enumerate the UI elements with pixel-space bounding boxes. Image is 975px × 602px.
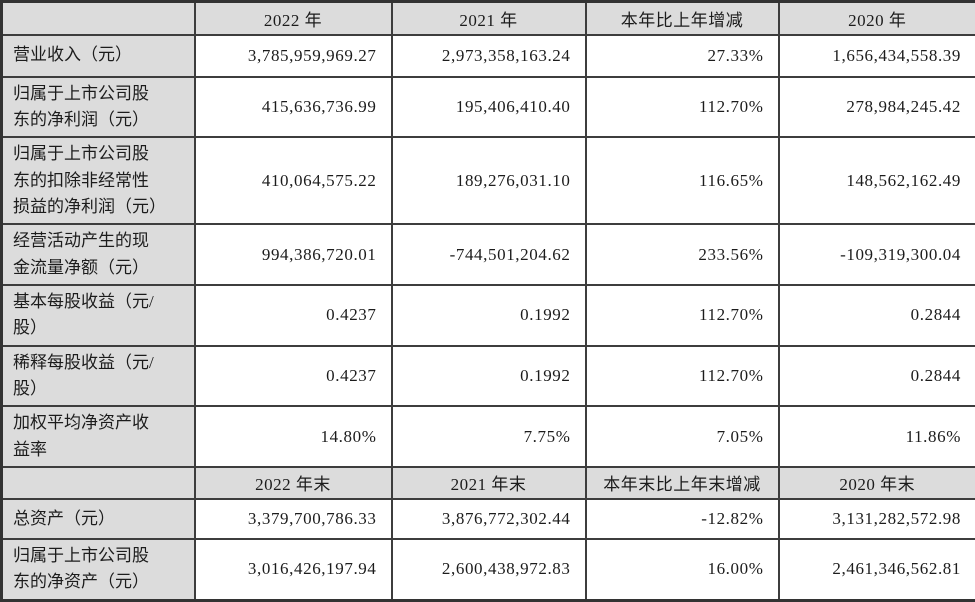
cell-value: 0.4237	[195, 346, 392, 407]
cell-value: 14.80%	[195, 406, 392, 467]
cell-value: 2,461,346,562.81	[779, 539, 975, 600]
cell-value: 112.70%	[586, 77, 779, 138]
cell-value: 415,636,736.99	[195, 77, 392, 138]
cell-value: 278,984,245.42	[779, 77, 975, 138]
cell-value: -109,319,300.04	[779, 224, 975, 285]
cell-value: 16.00%	[586, 539, 779, 600]
row-label: 归属于上市公司股东的扣除非经常性损益的净利润（元）	[2, 137, 195, 224]
cell-value: 3,876,772,302.44	[392, 499, 586, 539]
cell-value: 0.1992	[392, 346, 586, 407]
row-label: 经营活动产生的现金流量净额（元）	[2, 224, 195, 285]
row-label: 稀释每股收益（元/股）	[2, 346, 195, 407]
corner-cell	[2, 467, 195, 499]
cell-value: 0.2844	[779, 285, 975, 346]
cell-value: 3,131,282,572.98	[779, 499, 975, 539]
table-row: 经营活动产生的现金流量净额（元）994,386,720.01-744,501,2…	[2, 224, 975, 285]
cell-value: 2,973,358,163.24	[392, 35, 586, 77]
row-label: 加权平均净资产收益率	[2, 406, 195, 467]
column-header: 2021 年末	[392, 467, 586, 499]
cell-value: 0.1992	[392, 285, 586, 346]
cell-value: 7.75%	[392, 406, 586, 467]
column-header: 本年比上年增减	[586, 2, 779, 35]
corner-cell	[2, 2, 195, 35]
cell-value: -12.82%	[586, 499, 779, 539]
column-header: 2022 年	[195, 2, 392, 35]
column-header: 本年末比上年末增减	[586, 467, 779, 499]
cell-value: 994,386,720.01	[195, 224, 392, 285]
row-label: 总资产（元）	[2, 499, 195, 539]
cell-value: 116.65%	[586, 137, 779, 224]
row-label: 基本每股收益（元/股）	[2, 285, 195, 346]
cell-value: 0.2844	[779, 346, 975, 407]
column-header: 2020 年	[779, 2, 975, 35]
cell-value: 410,064,575.22	[195, 137, 392, 224]
cell-value: 189,276,031.10	[392, 137, 586, 224]
cell-value: 11.86%	[779, 406, 975, 467]
cell-value: 148,562,162.49	[779, 137, 975, 224]
cell-value: 2,600,438,972.83	[392, 539, 586, 600]
cell-value: 7.05%	[586, 406, 779, 467]
row-label: 归属于上市公司股东的净资产（元）	[2, 539, 195, 600]
cell-value: 3,785,959,969.27	[195, 35, 392, 77]
cell-value: 0.4237	[195, 285, 392, 346]
cell-value: -744,501,204.62	[392, 224, 586, 285]
row-label: 归属于上市公司股东的净利润（元）	[2, 77, 195, 138]
row-label: 营业收入（元）	[2, 35, 195, 77]
cell-value: 27.33%	[586, 35, 779, 77]
cell-value: 1,656,434,558.39	[779, 35, 975, 77]
cell-value: 112.70%	[586, 346, 779, 407]
column-header: 2021 年	[392, 2, 586, 35]
cell-value: 233.56%	[586, 224, 779, 285]
column-header: 2020 年末	[779, 467, 975, 499]
column-header: 2022 年末	[195, 467, 392, 499]
cell-value: 3,379,700,786.33	[195, 499, 392, 539]
cell-value: 195,406,410.40	[392, 77, 586, 138]
cell-value: 112.70%	[586, 285, 779, 346]
cell-value: 3,016,426,197.94	[195, 539, 392, 600]
